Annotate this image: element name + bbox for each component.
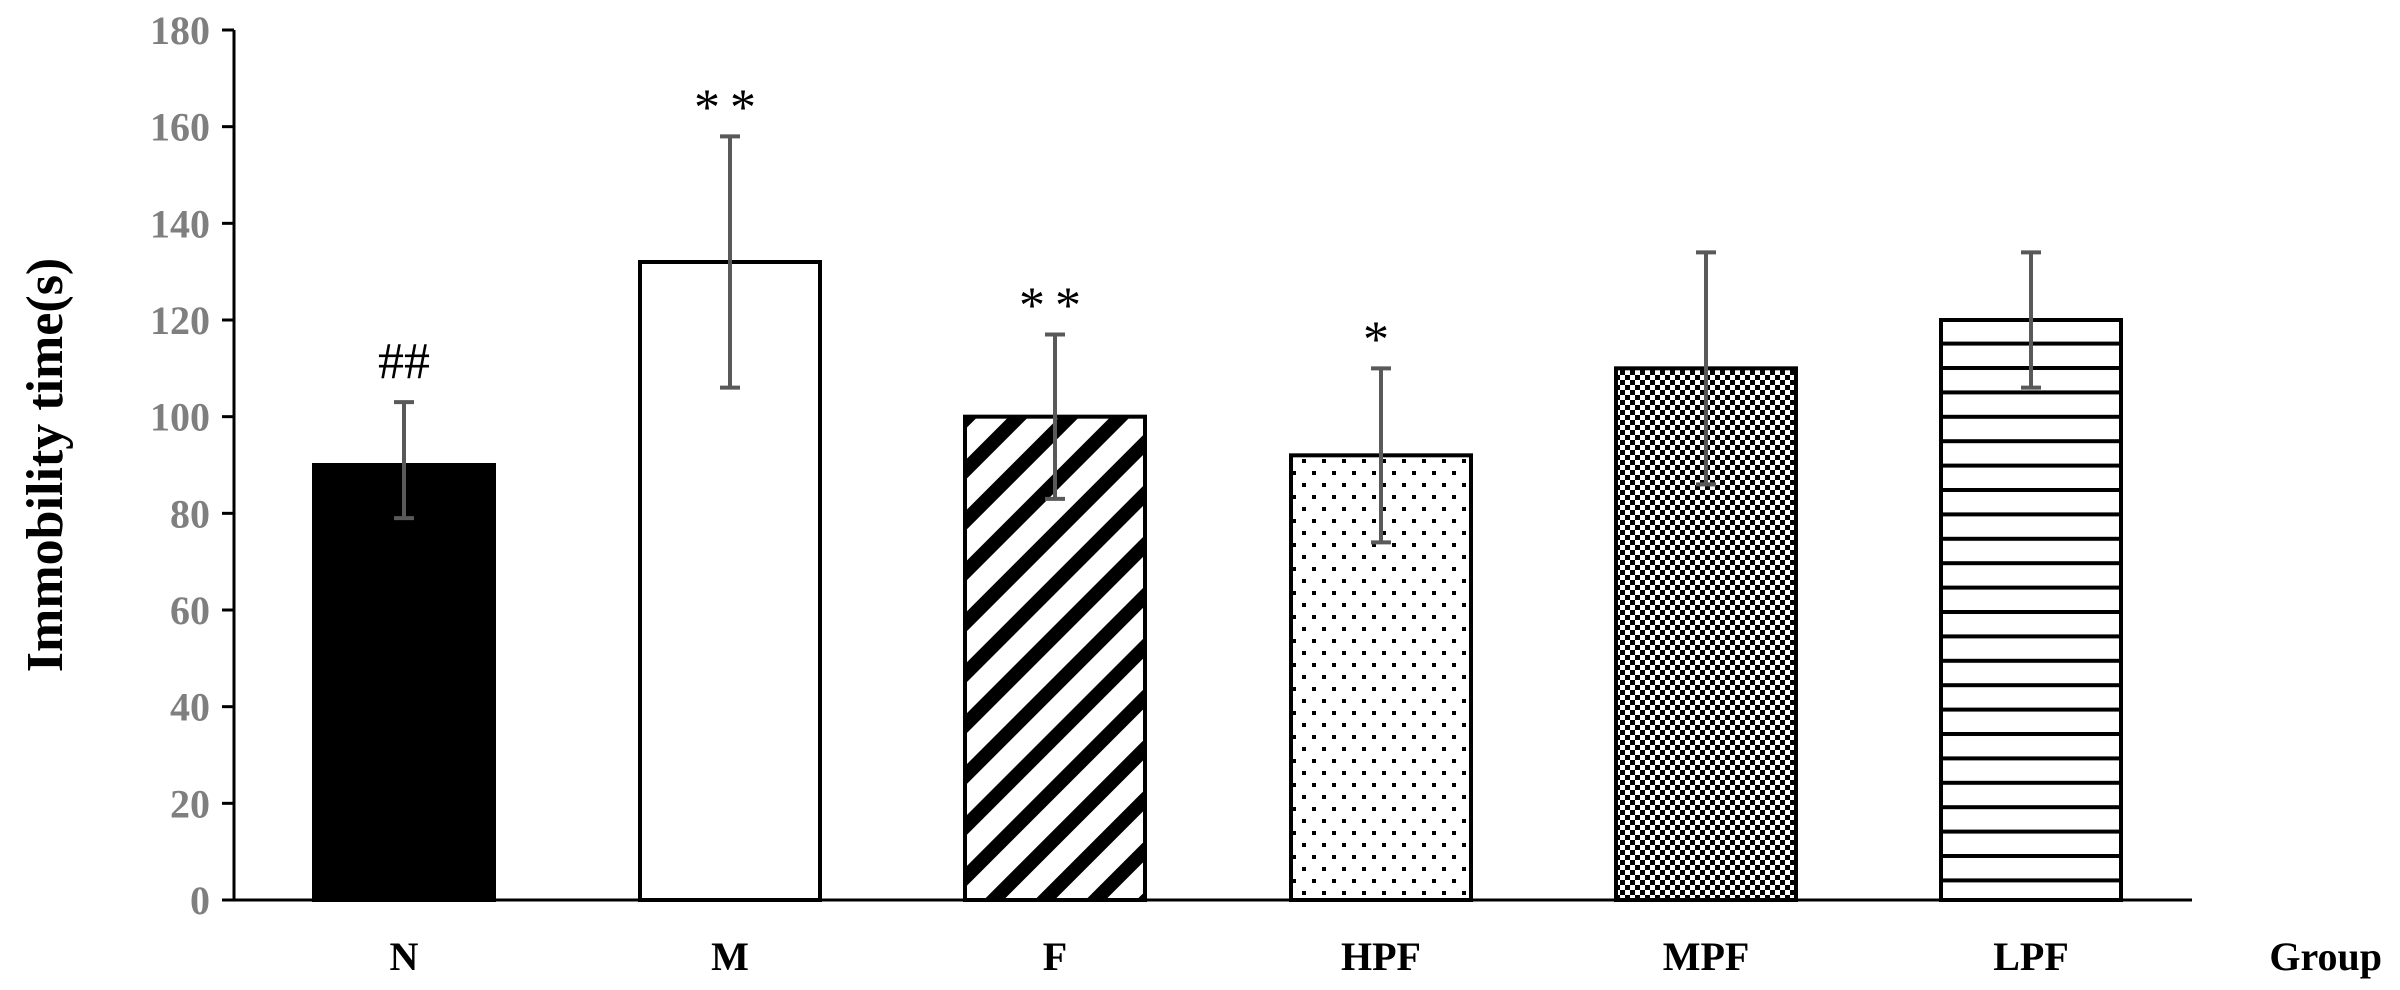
significance-label-HPF: * <box>1363 311 1399 368</box>
significance-label-F: ** <box>1019 278 1091 335</box>
x-tick-label-M: M <box>711 934 749 979</box>
x-tick-label-N: N <box>390 934 419 979</box>
error-bars <box>394 134 2041 545</box>
x-axis-title: Group <box>2269 934 2382 979</box>
bar-N <box>312 463 496 902</box>
y-tick-label: 0 <box>190 878 210 923</box>
x-tick-label-LPF: LPF <box>1993 934 2069 979</box>
y-tick-label: 160 <box>150 105 210 150</box>
labels: N ## M ** F ** HPF * MPF LPF <box>378 79 2069 979</box>
y-tick-label: 80 <box>170 491 210 536</box>
y-tick-label: 140 <box>150 201 210 246</box>
y-tick-label: 120 <box>150 298 210 343</box>
x-tick-label-F: F <box>1043 934 1067 979</box>
y-tick-label: 60 <box>170 588 210 633</box>
significance-label-M: ** <box>694 79 766 136</box>
x-tick-label-HPF: HPF <box>1341 934 1421 979</box>
x-tick-label-MPF: MPF <box>1663 934 1750 979</box>
axes: 0 20 40 60 80 100 120 140 160 180 Immobility time(… <box>17 8 2382 979</box>
bars <box>312 260 2123 903</box>
y-tick-label: 20 <box>170 781 210 826</box>
y-axis-title: Immobility time(s) <box>17 258 74 672</box>
bar-LPF <box>1939 318 2123 902</box>
y-tick-label: 40 <box>170 685 210 730</box>
y-tick-label: 100 <box>150 395 210 440</box>
y-tick-label: 180 <box>150 8 210 53</box>
significance-label-N: ## <box>378 333 430 390</box>
